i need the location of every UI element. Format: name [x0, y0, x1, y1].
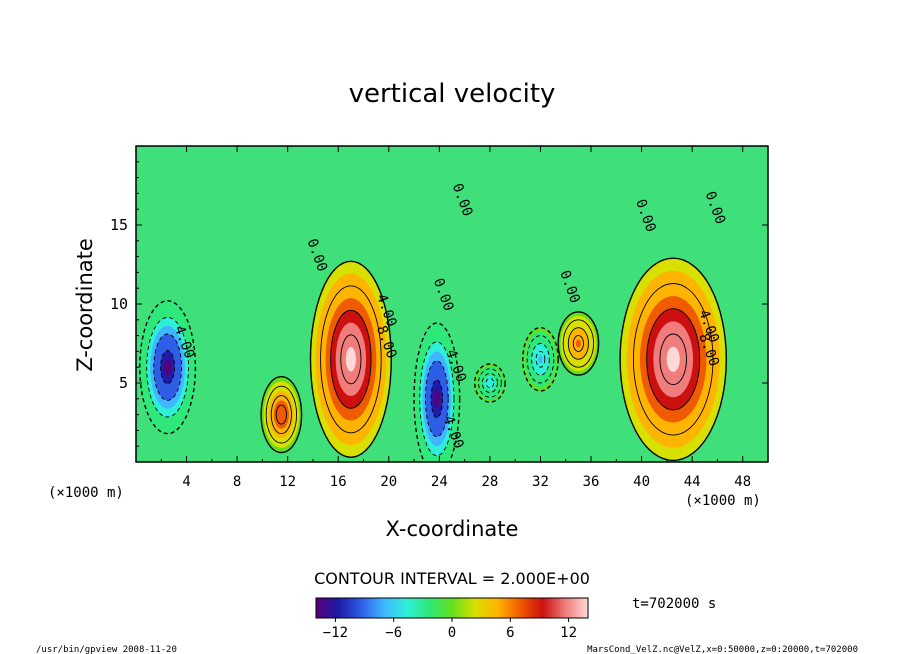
contour-interval: CONTOUR INTERVAL = 2.000E+00 [314, 569, 590, 588]
x-unit-label: (×1000 m) [48, 485, 124, 501]
field-downdraft-6-level-7 [538, 355, 543, 364]
colorbar-swatch [315, 597, 589, 619]
contour-updraft-1-6 [659, 333, 687, 386]
contour-updraft-3-6 [572, 335, 584, 352]
footer-right: MarsCond_VelZ.nc@VelZ,x=0:50000,z=0:2000… [587, 645, 858, 654]
contour-updraft-1-2 [632, 283, 714, 436]
y-tick-label: 10 [110, 295, 128, 313]
x-axis: 4 8 12 16 20 24 28 32 36 40 44 48 [160, 146, 751, 490]
colorbar-ticks: −12 −6 0 6 12 [323, 618, 577, 641]
contour-lines [139, 257, 728, 462]
contour-updraft-3-4 [567, 327, 589, 360]
contour-updraft-0-0 [309, 260, 392, 458]
x-tick-label: 8 [233, 474, 241, 490]
contour-downdraft-5-4 [424, 360, 449, 438]
y-tick-label: 15 [110, 216, 128, 234]
x-tick-label: 20 [380, 474, 397, 490]
contour-updraft-2-2 [265, 385, 298, 444]
field-updraft-3-level-7 [575, 339, 581, 348]
contour-updraft-1-0 [619, 257, 728, 462]
contour-downdraft-5-2 [419, 341, 455, 457]
field-updraft-1-level-7 [666, 346, 680, 372]
x-tick-label: 12 [279, 474, 296, 490]
plot-area: 0.00 0.000.004.008.00 4.008.004.004.004.00… [135, 145, 769, 463]
contour-downdraft-6-2 [526, 335, 555, 384]
x-tick-label: 28 [481, 474, 498, 490]
colorbar-tick-label: 12 [560, 625, 577, 641]
time-label: t=702000 s [632, 596, 716, 612]
contour-downdraft-4-2 [146, 316, 189, 418]
contour-downdraft-4-0 [139, 300, 197, 435]
contour-downdraft-6-4 [531, 343, 550, 376]
colorbar-tick-label: −12 [323, 625, 348, 641]
y-axis: 5 10 15 [110, 161, 768, 447]
colorbar-tick-label: 6 [506, 625, 514, 641]
x-tick-label: 40 [633, 474, 650, 490]
field-updraft-0-level-7 [345, 347, 356, 372]
chart-title: vertical velocity [349, 79, 556, 109]
contour-downdraft-5-0 [413, 322, 461, 462]
colorbar-tick-label: −6 [385, 625, 402, 641]
colorbar-tick-label: 0 [448, 625, 456, 641]
footer-left: /usr/bin/gpview 2008-11-20 [36, 645, 177, 654]
y-axis-label: Z-coordinate [73, 238, 97, 372]
contour-downdraft-5-6 [430, 379, 443, 419]
field-downdraft-4-level-7 [164, 358, 172, 376]
contour-updraft-1-4 [646, 308, 701, 411]
contour-updraft-3-2 [562, 319, 595, 368]
x-axis-label: X-coordinate [386, 517, 519, 541]
contour-updraft-0-4 [330, 309, 372, 409]
contour-downdraft-7-0 [474, 363, 506, 403]
contour-updraft-0-2 [320, 285, 382, 434]
contour-downdraft-4-4 [153, 333, 182, 401]
x-tick-label: 4 [182, 474, 190, 490]
x-tick-label: 16 [330, 474, 347, 490]
contour-downdraft-7-6 [485, 377, 495, 389]
contour-downdraft-7-2 [478, 368, 502, 398]
contour-updraft-0-6 [340, 334, 362, 385]
field-downdraft-7-level-7 [488, 380, 492, 386]
contour-updraft-2-6 [275, 404, 287, 425]
x-tick-label: 24 [431, 474, 448, 490]
contour-updraft-3-0 [557, 311, 600, 376]
colorbar: −12 −6 0 6 12 [315, 597, 589, 641]
velocity-field [139, 258, 727, 462]
contour-updraft-2-0 [260, 376, 303, 454]
contour-downdraft-7-4 [481, 373, 498, 393]
x-tick-label: 44 [684, 474, 701, 490]
x-tick-label: 32 [532, 474, 549, 490]
contour-updraft-2-4 [270, 395, 292, 435]
x-tick-label: 36 [583, 474, 600, 490]
contour-downdraft-6-6 [535, 350, 546, 368]
x-tick-label: 48 [734, 474, 751, 490]
field-downdraft-5-level-7 [434, 389, 440, 409]
y-tick-label: 5 [119, 374, 128, 392]
contour-downdraft-4-6 [160, 350, 176, 385]
contour-downdraft-6-0 [522, 326, 559, 392]
field-updraft-2-level-7 [278, 409, 284, 420]
y-unit-label: (×1000 m) [685, 493, 761, 509]
